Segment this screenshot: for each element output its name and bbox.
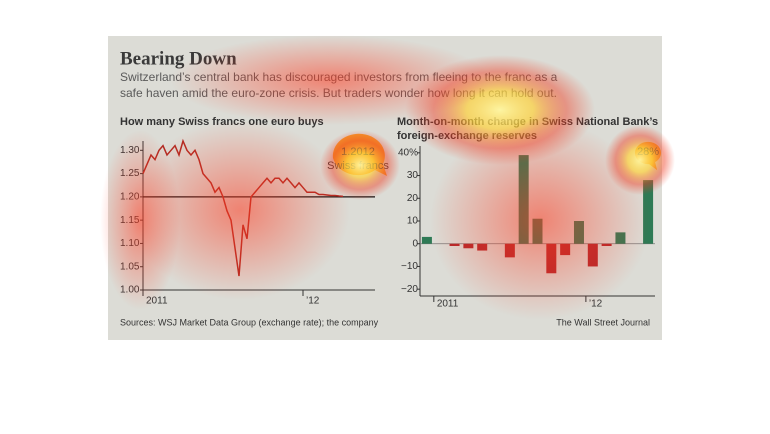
- y-tick-label: 1.30: [120, 145, 140, 156]
- source: Sources: WSJ Market Data Group (exchange…: [120, 317, 379, 327]
- bar: [504, 243, 515, 258]
- y-tick-label: 1.10: [120, 238, 140, 249]
- bar: [546, 243, 557, 274]
- bar: [518, 155, 529, 244]
- chart-title: foreign-exchange reserves: [397, 130, 537, 142]
- bar: [615, 232, 626, 244]
- data-label: 28%: [637, 146, 659, 158]
- y-tick-label: 1.05: [120, 261, 140, 272]
- y-tick-label: 0: [412, 238, 418, 249]
- bar: [601, 243, 612, 246]
- bar: [421, 236, 432, 244]
- credit: The Wall Street Journal: [556, 317, 650, 327]
- chart-title: Month-on-month change in Swiss National …: [397, 116, 658, 128]
- bar: [573, 221, 584, 244]
- y-tick-label: 30: [407, 170, 419, 181]
- annotation: Swiss francs: [327, 160, 389, 172]
- x-tick-label: ’12: [589, 299, 603, 310]
- subtitle: Switzerland’s central bank has discourag…: [120, 70, 558, 84]
- y-tick-label: 10: [407, 216, 419, 227]
- x-tick-label: 2011: [437, 299, 459, 310]
- y-tick-label: 40%: [398, 147, 418, 158]
- y-tick-label: 1.15: [120, 215, 140, 226]
- y-tick-label: 20: [407, 193, 419, 204]
- bar: [560, 243, 571, 256]
- y-tick-label: 1.00: [120, 285, 140, 296]
- bar: [532, 218, 543, 244]
- title: Bearing Down: [120, 48, 237, 69]
- subtitle: safe haven amid the euro-zone crisis. Bu…: [120, 86, 557, 100]
- bar: [477, 243, 488, 251]
- bar: [643, 180, 654, 244]
- y-tick-label: 1.25: [120, 168, 140, 179]
- y-tick-label: 1.20: [120, 192, 140, 203]
- annotation: 1.2012: [341, 146, 375, 158]
- y-tick-label: −20: [401, 284, 418, 295]
- bar: [463, 243, 474, 249]
- chart-title: How many Swiss francs one euro buys: [120, 116, 324, 128]
- x-tick-label: ’12: [306, 296, 320, 307]
- x-tick-label: 2011: [146, 296, 168, 307]
- y-tick-label: −10: [401, 261, 418, 272]
- bar: [587, 243, 598, 267]
- bar: [449, 243, 460, 246]
